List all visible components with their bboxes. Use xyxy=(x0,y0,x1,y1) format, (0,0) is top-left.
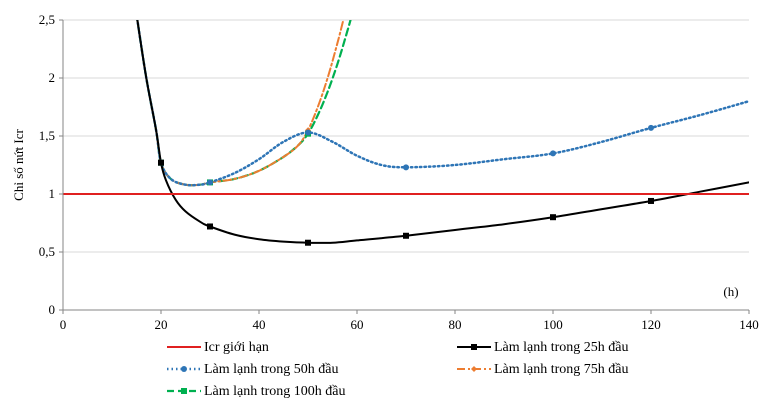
legend-label: Icr giới hạn xyxy=(204,340,269,355)
legend-label: Làm lạnh trong 50h đầu xyxy=(204,362,339,377)
data-point-marker xyxy=(648,124,654,131)
data-point-marker xyxy=(648,197,654,204)
data-point-marker xyxy=(403,232,409,239)
data-point-marker xyxy=(403,164,409,171)
y-tick-label: 1,5 xyxy=(39,128,55,143)
series-line-3 xyxy=(136,20,345,187)
data-point-marker xyxy=(550,214,556,221)
x-tick-label: 120 xyxy=(641,317,661,332)
data-point-marker xyxy=(550,150,556,157)
x-tick-label: 140 xyxy=(739,317,759,332)
y-tick-label: 2,5 xyxy=(39,12,55,27)
series-line-2 xyxy=(136,20,749,187)
legend-marker xyxy=(471,366,477,372)
legend-item: Làm lạnh trong 25h đầu xyxy=(457,340,629,355)
data-point-marker xyxy=(207,179,213,186)
x-axis-title: (h) xyxy=(723,284,738,299)
legend-marker xyxy=(181,366,187,372)
axes: 0 0,5 1 1,5 2 2,5 0 20 40 60 80 100 120 140 xyxy=(39,12,759,332)
x-tick-label: 20 xyxy=(155,317,168,332)
y-tick-label: 2 xyxy=(49,70,56,85)
x-tick-label: 60 xyxy=(351,317,364,332)
legend-item: Làm lạnh trong 50h đầu xyxy=(167,362,339,377)
x-tick-label: 100 xyxy=(543,317,563,332)
legend-marker xyxy=(181,388,187,394)
y-tick-label: 0 xyxy=(49,302,56,317)
data-point-marker xyxy=(207,223,213,230)
data-point-marker xyxy=(305,239,311,246)
legend-item: Icr giới hạn xyxy=(167,340,269,355)
legend-label: Làm lạnh trong 25h đầu xyxy=(494,340,629,355)
x-tick-label: 0 xyxy=(60,317,67,332)
x-tick-label: 40 xyxy=(253,317,266,332)
marker-layer xyxy=(158,124,654,246)
legend-item: Làm lạnh trong 75h đầu xyxy=(457,362,629,377)
data-point-marker xyxy=(305,129,311,136)
y-tick-label: 1 xyxy=(49,186,56,201)
y-tick-label: 0,5 xyxy=(39,244,55,259)
x-tick-label: 80 xyxy=(449,317,462,332)
data-point-marker xyxy=(158,159,164,166)
legend-label: Làm lạnh trong 75h đầu xyxy=(494,362,629,377)
series-line-1 xyxy=(136,20,749,244)
legend-label: Làm lạnh trong 100h đầu xyxy=(204,384,346,399)
y-axis-title: Chỉ số nứt Icr xyxy=(11,128,26,200)
legend-marker xyxy=(471,344,477,350)
legend: Icr giới hạn Làm lạnh trong 25h đầu Làm lạ… xyxy=(167,340,629,399)
gridlines xyxy=(63,19,749,253)
legend-item: Làm lạnh trong 100h đầu xyxy=(167,384,346,399)
series-layer xyxy=(63,20,749,244)
